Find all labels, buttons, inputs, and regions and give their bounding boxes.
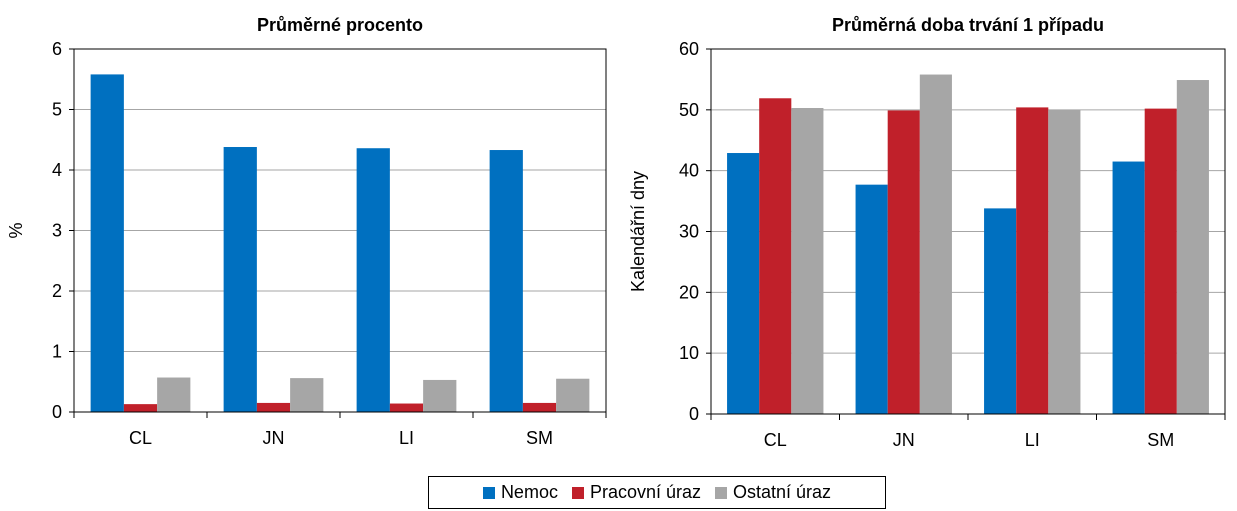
chart-2: 0 10 20 30 40 50 60 CL JN LI SM Průměrná doba trván… bbox=[628, 15, 1226, 450]
legend-swatch-nemoc bbox=[482, 486, 495, 499]
bar-jn-1 bbox=[223, 147, 257, 412]
legend-item-pracovni-uraz: Pracovní úraz bbox=[571, 482, 702, 503]
bar-jn-1 bbox=[855, 184, 888, 414]
bar-li-3 bbox=[1048, 109, 1081, 414]
bar-li-1 bbox=[356, 148, 390, 412]
chart-title: Průměrná doba trvání 1 případu bbox=[832, 15, 1104, 35]
y-tick-label: 40 bbox=[679, 161, 699, 181]
y-tick-label: 30 bbox=[679, 222, 699, 242]
bar-cl-1 bbox=[727, 153, 760, 414]
y-tick-label: 0 bbox=[52, 402, 62, 422]
y-tick-label: 60 bbox=[679, 39, 699, 59]
y-axis-label: % bbox=[6, 222, 26, 238]
bar-jn-3 bbox=[919, 74, 952, 415]
bar-sm-3 bbox=[556, 378, 590, 412]
x-tick-label: LI bbox=[399, 428, 414, 448]
bar-li-3 bbox=[423, 379, 457, 412]
legend-label-nemoc: Nemoc bbox=[500, 482, 558, 502]
x-tick-label: SM bbox=[526, 428, 553, 448]
bar-sm-1 bbox=[1112, 161, 1145, 414]
bar-sm-1 bbox=[489, 150, 523, 412]
legend-swatch-ostatni-uraz bbox=[715, 486, 728, 499]
y-tick-label: 50 bbox=[679, 100, 699, 120]
bar-cl-3 bbox=[157, 377, 191, 412]
y-tick-label: 2 bbox=[52, 281, 62, 301]
bar-jn-2 bbox=[256, 402, 291, 412]
y-tick-label: 3 bbox=[52, 221, 62, 241]
bar-sm-3 bbox=[1176, 80, 1209, 415]
x-tick-label: JN bbox=[263, 428, 285, 448]
x-tick-label: JN bbox=[893, 430, 915, 450]
bar-li-2 bbox=[1016, 107, 1049, 415]
bar-sm-2 bbox=[522, 402, 557, 412]
y-axis-label: Kalendářní dny bbox=[628, 171, 648, 292]
bar-cl-1 bbox=[90, 74, 124, 412]
x-tick-label: CL bbox=[129, 428, 152, 448]
bar-li-1 bbox=[984, 208, 1017, 414]
chart-legend: Nemoc Pracovní úraz Ostatní úraz bbox=[428, 476, 886, 509]
bar-jn-2 bbox=[887, 110, 920, 415]
y-tick-label: 10 bbox=[679, 343, 699, 363]
legend-label-pracovni-uraz: Pracovní úraz bbox=[589, 482, 702, 502]
y-tick-label: 5 bbox=[52, 100, 62, 120]
legend-item-nemoc: Nemoc bbox=[482, 482, 558, 503]
bar-sm-2 bbox=[1144, 108, 1177, 414]
y-tick-label: 20 bbox=[679, 282, 699, 302]
x-tick-label: CL bbox=[764, 430, 787, 450]
chart-1: 0 1 2 3 4 5 6 CL JN LI SM Průměrné procento% bbox=[6, 15, 607, 448]
y-tick-label: 6 bbox=[52, 39, 62, 59]
bar-cl-3 bbox=[791, 108, 824, 414]
y-tick-label: 4 bbox=[52, 160, 62, 180]
legend-label-ostatni-uraz: Ostatní úraz bbox=[733, 482, 832, 502]
x-tick-label: SM bbox=[1147, 430, 1174, 450]
x-tick-label: LI bbox=[1025, 430, 1040, 450]
y-tick-label: 0 bbox=[689, 404, 699, 424]
bar-jn-3 bbox=[290, 378, 324, 412]
bar-li-2 bbox=[389, 403, 424, 412]
bar-cl-2 bbox=[759, 98, 792, 415]
legend-swatch-pracovni-uraz bbox=[571, 486, 584, 499]
legend-item-ostatni-uraz: Ostatní úraz bbox=[715, 482, 831, 503]
bar-cl-2 bbox=[123, 404, 158, 412]
chart-title: Průměrné procento bbox=[257, 15, 423, 35]
y-tick-label: 1 bbox=[52, 342, 62, 362]
